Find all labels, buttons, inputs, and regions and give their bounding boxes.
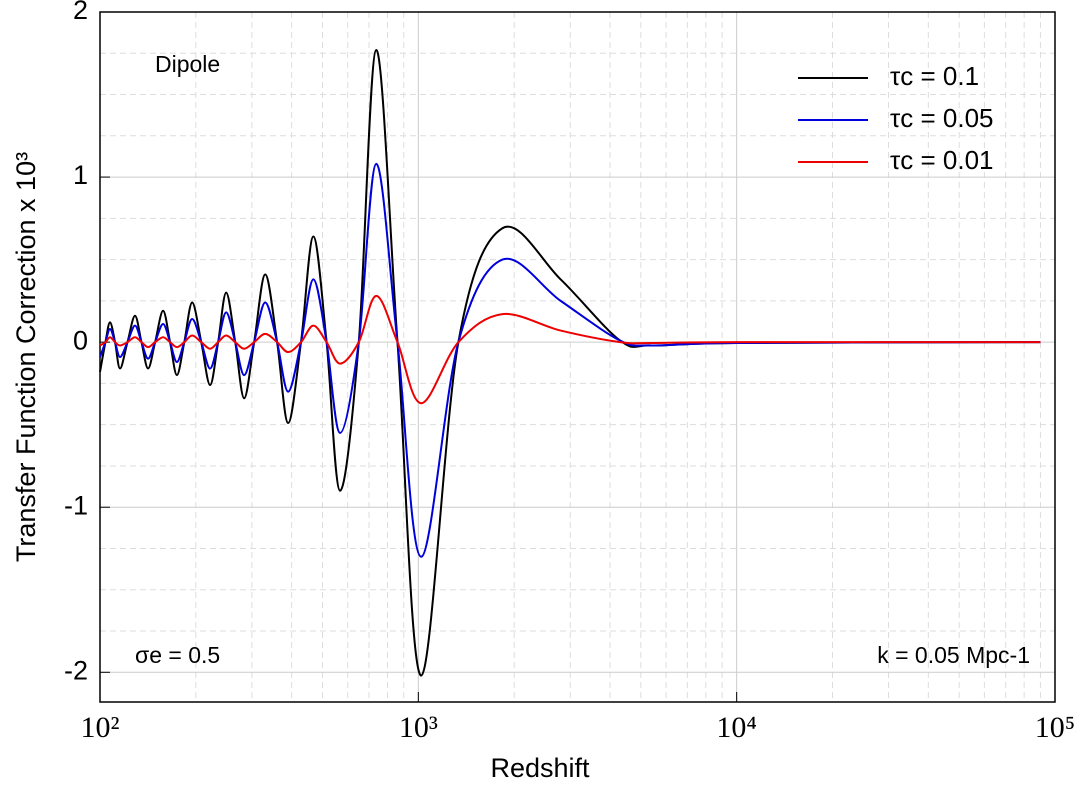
annotation: σe = 0.5 [135, 642, 220, 668]
annotation: k = 0.05 Mpc-1 [877, 642, 1030, 668]
legend-label: τc = 0.01 [890, 145, 994, 175]
y-tick-label: 2 [73, 0, 88, 25]
x-axis-label: Redshift [490, 753, 590, 783]
y-tick-label: 1 [73, 160, 88, 190]
data-line [99, 162, 1041, 558]
x-tick-label: 10³ [399, 711, 438, 744]
y-tick-label: -1 [64, 490, 88, 520]
legend-label: τc = 0.1 [890, 61, 979, 91]
x-tick-label: 10⁴ [716, 711, 756, 744]
x-tick-label: 10⁵ [1035, 711, 1075, 744]
y-tick-label: -2 [64, 655, 88, 685]
annotation: Dipole [155, 51, 220, 77]
data-line [99, 294, 1041, 405]
y-tick-label: 0 [73, 325, 88, 355]
legend-label: τc = 0.05 [890, 103, 994, 133]
y-axis-label: Transfer Function Correction x 10³ [11, 152, 41, 562]
x-tick-label: 10² [81, 711, 120, 744]
